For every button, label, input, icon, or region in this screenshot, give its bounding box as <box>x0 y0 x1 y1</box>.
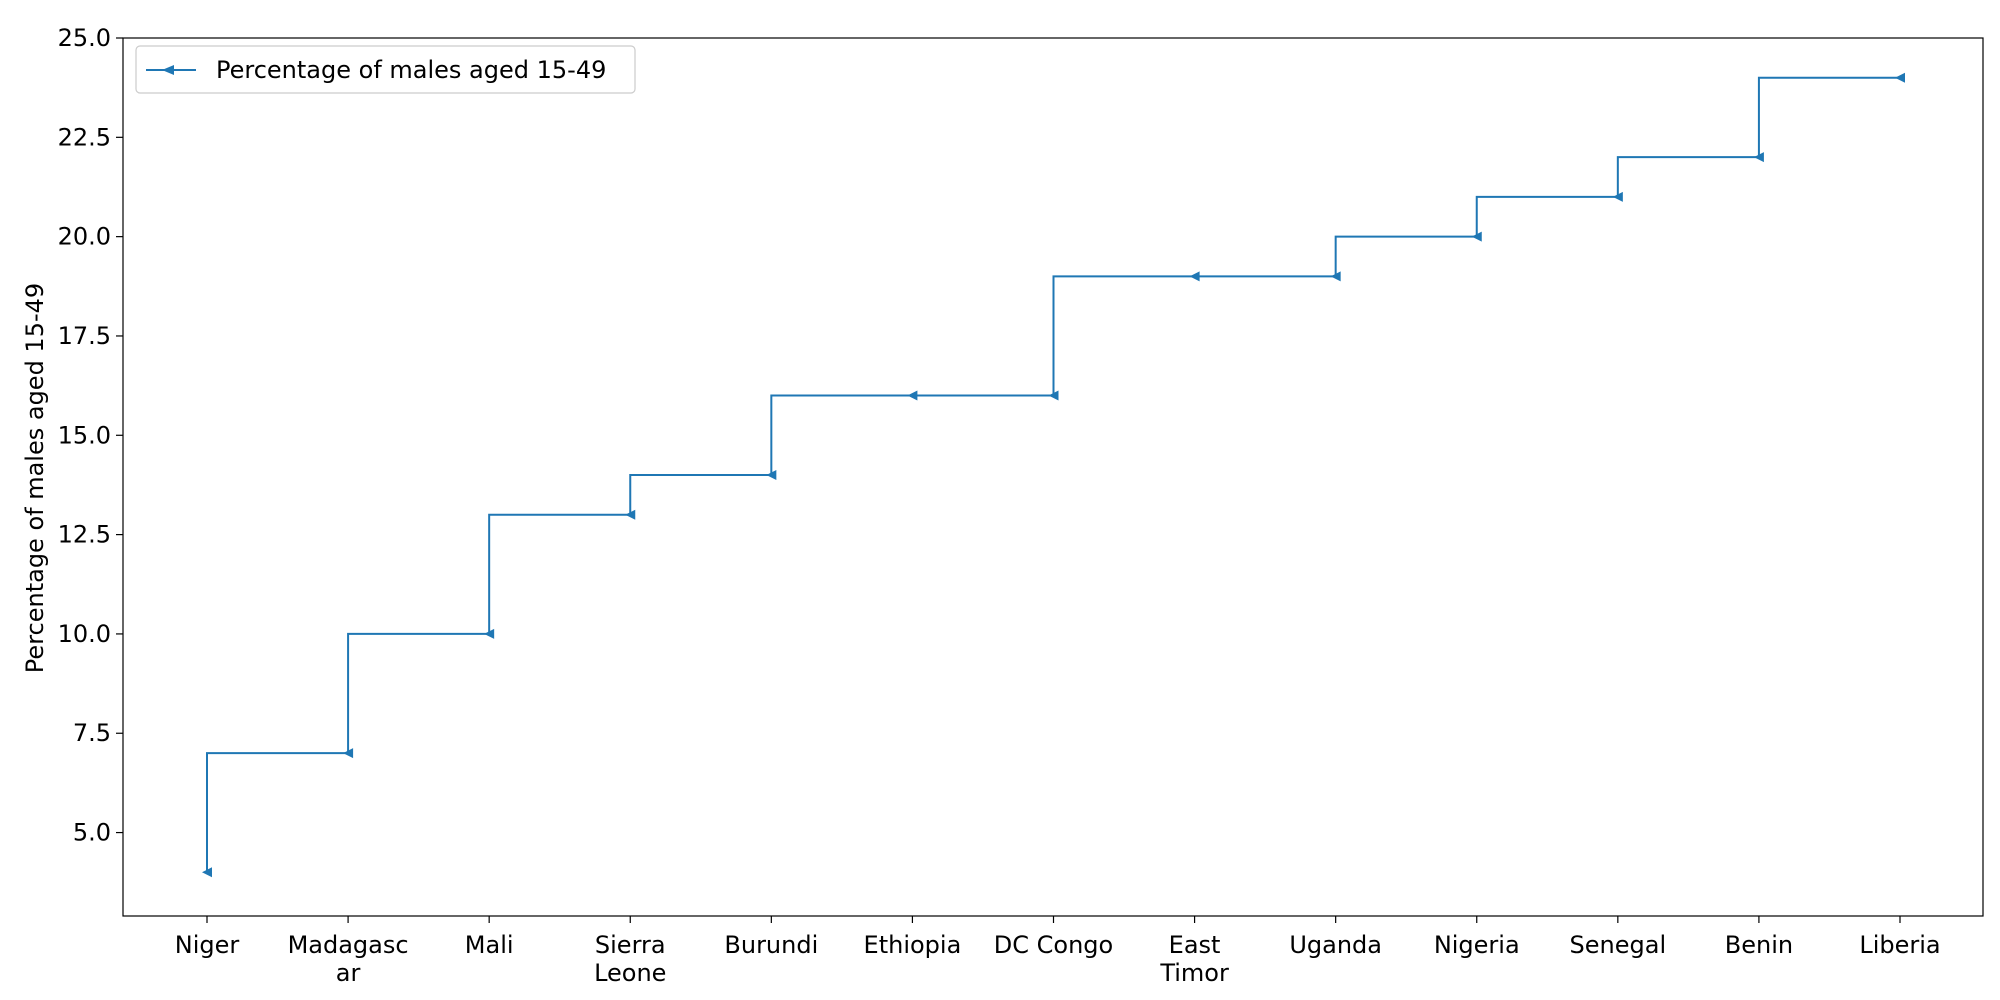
x-tick-label: Ethiopia <box>864 931 962 959</box>
x-axis: Niger Madagasc ar Mali Sierra Leone Burundi Eth… <box>175 916 1941 987</box>
data-point-marker <box>766 470 777 481</box>
y-tick-label: 10.0 <box>58 620 111 648</box>
y-axis-label: Percentage of males aged 15-49 <box>21 283 49 673</box>
x-tick-label: DC Congo <box>994 931 1113 959</box>
x-tick-label-line: Uganda <box>1289 931 1382 959</box>
x-tick-label: Benin <box>1725 931 1793 959</box>
y-tick-label: 5.0 <box>73 819 111 847</box>
series-layer <box>202 72 1905 878</box>
x-tick-label-line: Leone <box>594 959 666 987</box>
data-point-marker <box>202 867 212 878</box>
x-tick-label-line: Burundi <box>724 931 818 959</box>
x-tick-label: Madagasc ar <box>288 931 409 987</box>
x-tick-label-line: Benin <box>1725 931 1793 959</box>
data-point-marker <box>484 628 495 639</box>
data-point-marker <box>1612 191 1623 202</box>
data-point-marker <box>1471 231 1482 242</box>
x-tick-label: Nigeria <box>1434 931 1520 959</box>
x-tick-label: Niger <box>175 931 240 959</box>
y-tick-label: 15.0 <box>58 421 111 449</box>
legend-label: Percentage of males aged 15-49 <box>216 56 606 84</box>
x-tick-label: Mali <box>465 931 514 959</box>
data-point-marker <box>625 509 636 520</box>
data-point-marker <box>1753 152 1764 163</box>
x-tick-label: Burundi <box>724 931 818 959</box>
x-tick-label-line: Sierra <box>595 931 666 959</box>
y-tick-label: 7.5 <box>73 719 111 747</box>
data-point-marker <box>1189 271 1200 282</box>
x-tick-label-line: DC Congo <box>994 931 1113 959</box>
x-tick-label-line: Senegal <box>1570 931 1667 959</box>
x-tick-label: Liberia <box>1859 931 1940 959</box>
x-tick-label: East Timor <box>1159 931 1229 987</box>
x-tick-label: Uganda <box>1289 931 1382 959</box>
data-point-marker <box>1895 72 1905 83</box>
x-tick-label: Senegal <box>1570 931 1667 959</box>
y-axis: 5.0 7.5 10.0 12.5 15.0 17.5 20.0 22.5 25.0 <box>58 24 123 847</box>
x-tick-label: Sierra Leone <box>594 931 666 987</box>
legend: Percentage of males aged 15-49 <box>135 45 636 94</box>
x-tick-label-line: Timor <box>1159 959 1229 987</box>
axes-frame <box>122 37 1984 917</box>
series-step-line <box>206 76 1900 873</box>
x-tick-label-line: Liberia <box>1859 931 1940 959</box>
x-tick-label-line: Nigeria <box>1434 931 1520 959</box>
data-point-marker <box>1330 271 1341 282</box>
data-point-marker <box>343 748 354 759</box>
x-tick-label-line: East <box>1169 931 1221 959</box>
x-tick-label-line: Niger <box>175 931 240 959</box>
legend-marker-swatch <box>162 65 174 75</box>
data-point-marker <box>1048 390 1059 401</box>
plot-area <box>122 37 1984 917</box>
x-tick-label-line: Ethiopia <box>864 931 962 959</box>
y-tick-label: 20.0 <box>58 223 111 251</box>
x-tick-label-line: Mali <box>465 931 514 959</box>
y-tick-label: 22.5 <box>58 123 111 151</box>
x-tick-label-line: Madagasc <box>288 931 409 959</box>
x-tick-label-line: ar <box>336 959 361 987</box>
y-tick-label: 25.0 <box>58 24 111 52</box>
legend-box <box>135 45 636 94</box>
y-tick-label: 17.5 <box>58 322 111 350</box>
data-point-marker <box>907 390 918 401</box>
y-tick-label: 12.5 <box>58 521 111 549</box>
